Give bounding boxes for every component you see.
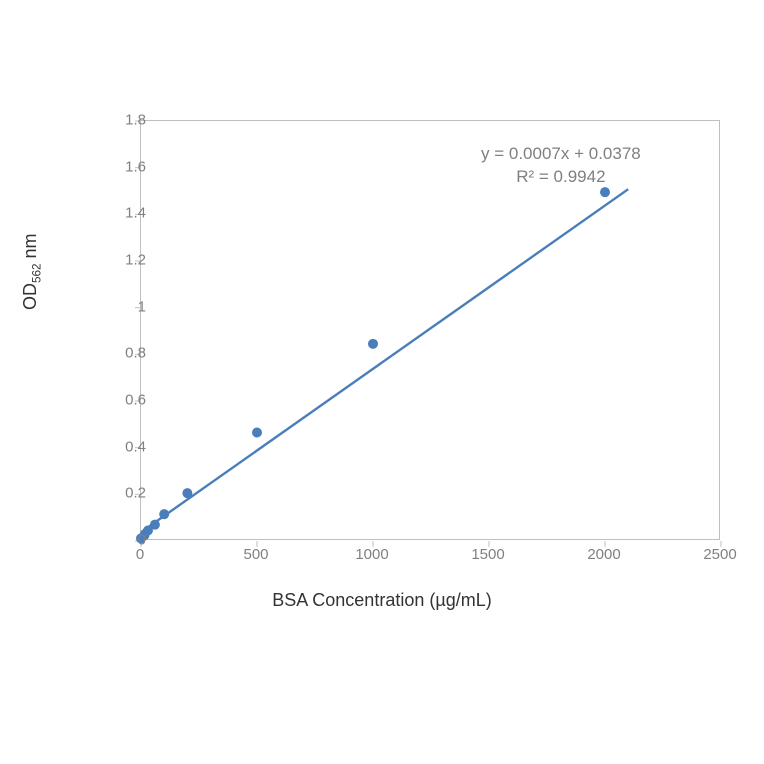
x-tick-label: 0 (136, 546, 144, 563)
y-tick-label: 0.6 (96, 392, 146, 409)
regression-line (141, 189, 628, 532)
y-tick-label: 1.2 (96, 252, 146, 269)
x-tick-label: 500 (243, 546, 268, 563)
x-tick-label: 1500 (471, 546, 504, 563)
y-tick-label: 1 (96, 298, 146, 315)
y-tick-label: 0.4 (96, 438, 146, 455)
x-tick-label: 2000 (587, 546, 620, 563)
x-tick-label: 2500 (703, 546, 736, 563)
y-tick-label: 1.8 (96, 112, 146, 129)
data-point (150, 520, 160, 530)
data-point (368, 339, 378, 349)
regression-equation: y = 0.0007x + 0.0378 R² = 0.9942 (481, 143, 641, 189)
plot-area: y = 0.0007x + 0.0378 R² = 0.9942 (140, 120, 720, 540)
data-point (159, 509, 169, 519)
y-tick-label: 0.2 (96, 485, 146, 502)
equation-line-1: y = 0.0007x + 0.0378 (481, 144, 641, 163)
x-tick-label: 1000 (355, 546, 388, 563)
data-point (182, 488, 192, 498)
figure-container: OD562 nm BSA Concentration (µg/mL) y = 0… (30, 110, 734, 650)
data-point (252, 428, 262, 438)
y-tick-label: 1.6 (96, 158, 146, 175)
y-tick-label: 1.4 (96, 205, 146, 222)
y-tick-label: 0.8 (96, 345, 146, 362)
y-axis-label: OD562 nm (20, 233, 44, 310)
equation-line-2: R² = 0.9942 (516, 167, 605, 186)
x-axis-label: BSA Concentration (µg/mL) (30, 590, 734, 611)
